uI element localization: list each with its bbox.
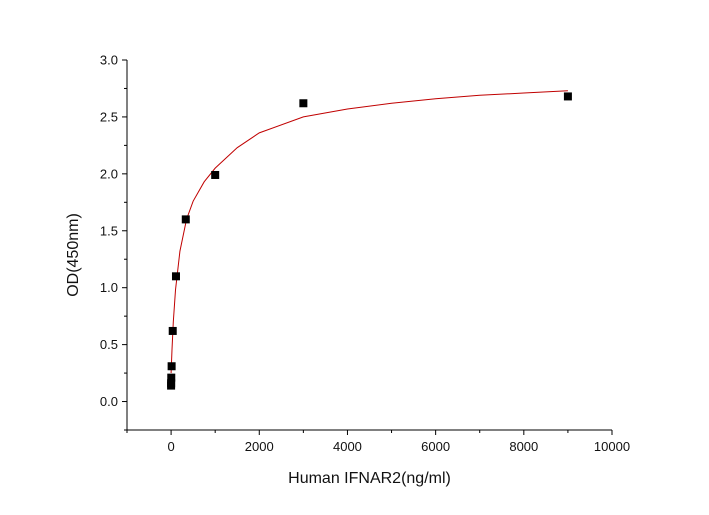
data-point [211,170,220,179]
y-tick-label: 3.0 [100,53,118,68]
fit-curve [170,90,568,374]
data-point [563,92,572,101]
x-tick-label: 10000 [594,439,630,454]
x-tick-label: 4000 [333,439,362,454]
y-axis-title: OD(450nm) [65,213,82,297]
x-tick-label: 6000 [421,439,450,454]
axes [126,60,612,431]
data-point [167,373,176,382]
data-point [168,326,177,335]
data-point [299,99,308,108]
x-tick-label: 0 [167,439,174,454]
y-tick-label: 2.0 [100,166,118,181]
data-point [167,362,176,371]
data-point [171,272,180,281]
y-tick-label: 1.5 [100,223,118,238]
y-tick-label: 0.5 [100,337,118,352]
x-tick-label: 8000 [509,439,538,454]
x-axis-title: Human IFNAR2(ng/ml) [288,470,451,487]
fit-curve-group [170,90,568,374]
y-tick-label: 0.0 [100,394,118,409]
data-points [167,92,572,390]
data-point [181,215,190,224]
x-tick-label: 2000 [245,439,274,454]
y-tick-label: 2.5 [100,109,118,124]
axis-ticks: 0 2000 4000 6000 8000 10000 0.0 0.5 1.0 1.5 2.0 2.5… [100,53,630,455]
data-point [167,379,176,388]
y-tick-label: 1.0 [100,280,118,295]
